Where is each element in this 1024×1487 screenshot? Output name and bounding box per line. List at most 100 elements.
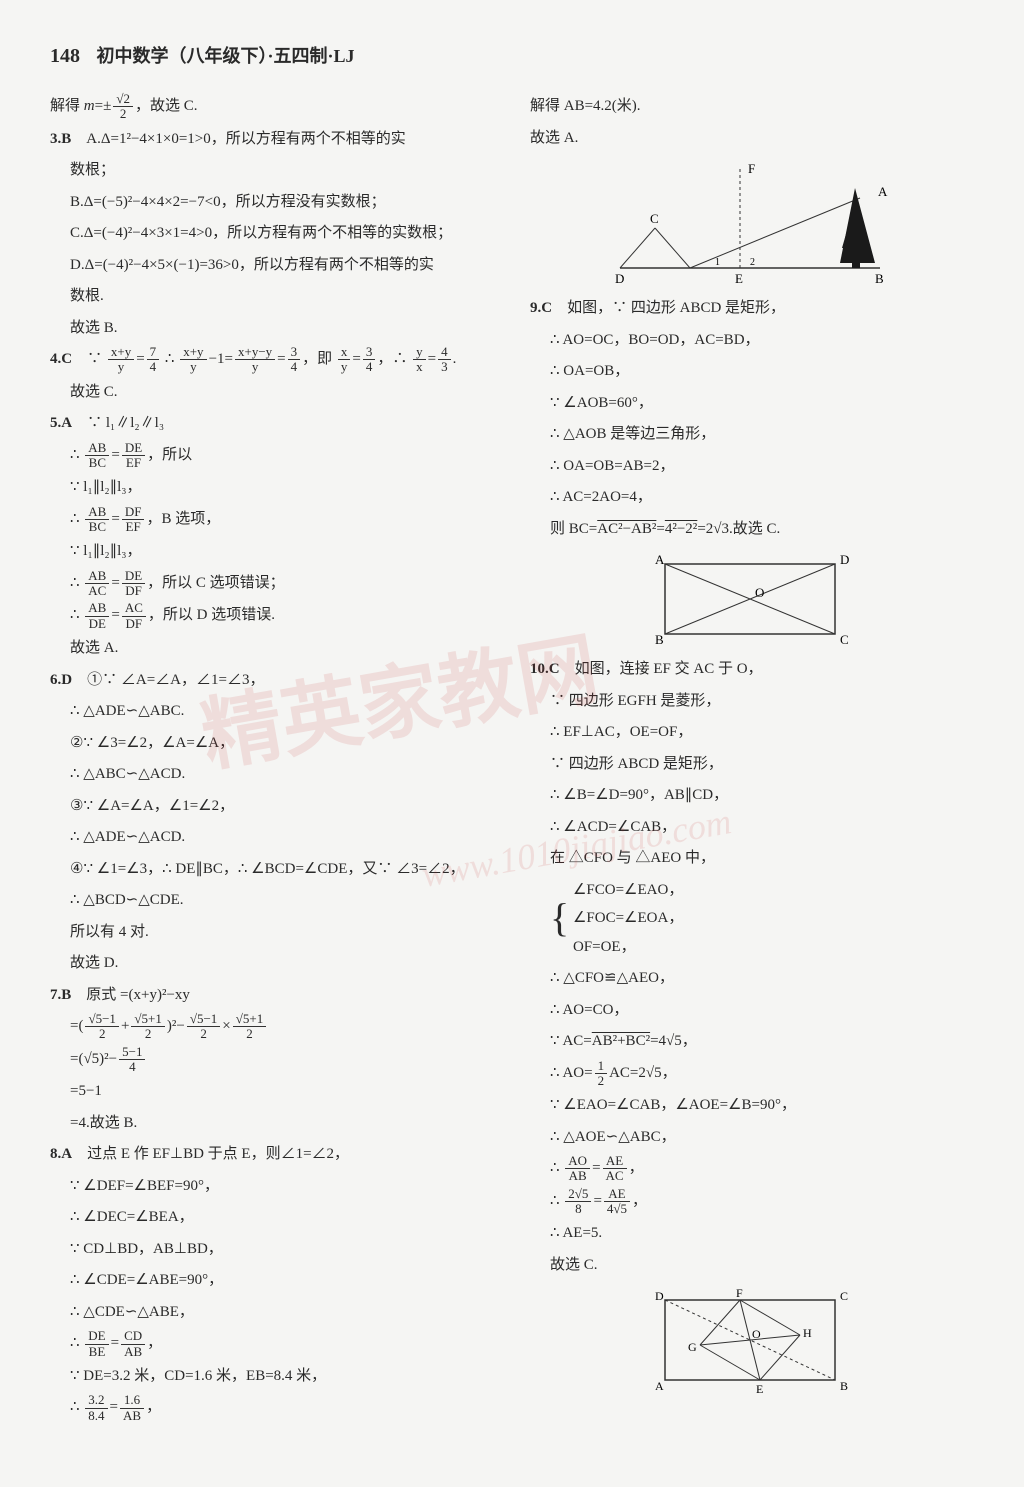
q9-l4: ∵ ∠AOB=60°， bbox=[530, 389, 970, 418]
q9-l2: ∴ AO=OC，BO=OD，AC=BD， bbox=[530, 326, 970, 355]
q5-l7: ∴ ABDE=ACDF，所以 D 选项错误. bbox=[50, 601, 510, 631]
svg-text:O: O bbox=[755, 585, 764, 600]
svg-text:A: A bbox=[655, 552, 665, 567]
q9-l3: ∴ OA=OB， bbox=[530, 357, 970, 386]
q3-c: C.Δ=(−4)²−4×3×1=4>0，所以方程有两个不相等的实数根； bbox=[50, 219, 510, 248]
q6-l8: ∴ △BCD∽△CDE. bbox=[50, 886, 510, 915]
svg-text:E: E bbox=[735, 271, 743, 286]
q3-d2: 数根. bbox=[50, 282, 510, 311]
q7-l4: =5−1 bbox=[50, 1077, 510, 1106]
q10-brace: { ∠FCO=∠EAO， ∠FOC=∠EOA， OF=OE， bbox=[530, 876, 970, 962]
q10-l12: ∴ AO=12AC=2√5， bbox=[530, 1059, 970, 1089]
svg-text:E: E bbox=[756, 1382, 763, 1395]
q10-l5: ∴ ∠B=∠D=90°，AB∥CD， bbox=[530, 781, 970, 810]
q10-l17: ∴ AE=5. bbox=[530, 1219, 970, 1248]
r-intro2: 故选 A. bbox=[530, 124, 970, 153]
content-columns: 解得 m=±√22，故选 C. 3.B A.Δ=1²−4×1×0=1>0，所以方… bbox=[50, 92, 974, 1426]
q10-l9: ∴ △CFO≌△AEO， bbox=[530, 964, 970, 993]
figure-3: D F C G O H A E B bbox=[530, 1285, 970, 1395]
svg-text:C: C bbox=[840, 1289, 848, 1303]
q10-l16: ∴ 2√58=AE4√5， bbox=[530, 1187, 970, 1217]
q5-end: 故选 A. bbox=[50, 634, 510, 663]
q6-l2: ∴ △ADE∽△ABC. bbox=[50, 697, 510, 726]
q8-l2: ∵ ∠DEF=∠BEF=90°， bbox=[50, 1172, 510, 1201]
left-column: 解得 m=±√22，故选 C. 3.B A.Δ=1²−4×1×0=1>0，所以方… bbox=[50, 92, 510, 1426]
q5-l2: ∴ ABBC=DEEF，所以 bbox=[50, 441, 510, 471]
q6-l4: ∴ △ABC∽△ACD. bbox=[50, 760, 510, 789]
q4-end: 故选 C. bbox=[50, 378, 510, 407]
q10-l4: ∵ 四边形 ABCD 是矩形， bbox=[530, 750, 970, 779]
svg-text:2: 2 bbox=[750, 257, 755, 268]
figure-2: A D B C O bbox=[530, 549, 970, 649]
q8-l9: ∴ 3.28.4=1.6AB， bbox=[50, 1393, 510, 1423]
q8-l3: ∴ ∠DEC=∠BEA， bbox=[50, 1203, 510, 1232]
figure1-svg: C D F E A B 1 2 bbox=[600, 158, 900, 288]
svg-text:G: G bbox=[688, 1340, 697, 1354]
page-header: 148 初中数学（八年级下）·五四制·LJ bbox=[50, 40, 974, 72]
q8-l4: ∵ CD⊥BD，AB⊥BD， bbox=[50, 1235, 510, 1264]
r-intro1: 解得 AB=4.2(米). bbox=[530, 92, 970, 121]
q5-header: 5.A ∵ l₁∥l₂∥l₃ bbox=[50, 409, 510, 438]
svg-text:D: D bbox=[615, 271, 624, 286]
q10-l10: ∴ AO=CO， bbox=[530, 996, 970, 1025]
svg-text:D: D bbox=[655, 1289, 664, 1303]
figure3-svg: D F C G O H A E B bbox=[640, 1285, 860, 1395]
q3-d: D.Δ=(−4)²−4×5×(−1)=36>0，所以方程有两个不相等的实 bbox=[50, 251, 510, 280]
q8-l8: ∵ DE=3.2 米，CD=1.6 米，EB=8.4 米， bbox=[50, 1362, 510, 1391]
q3-b: B.Δ=(−5)²−4×4×2=−7<0，所以方程没有实数根； bbox=[50, 188, 510, 217]
q10-l11: ∵ AC=AB²+BC²=4√5， bbox=[530, 1027, 970, 1056]
q8-l6: ∴ △CDE∽△ABE， bbox=[50, 1298, 510, 1327]
q9-header: 9.C 如图，∵ 四边形 ABCD 是矩形， bbox=[530, 294, 970, 323]
q9-l7: ∴ AC=2AO=4， bbox=[530, 483, 970, 512]
q9-l5: ∴ △AOB 是等边三角形， bbox=[530, 420, 970, 449]
q5-l6: ∴ ABAC=DEDF，所以 C 选项错误； bbox=[50, 569, 510, 599]
svg-text:C: C bbox=[650, 211, 659, 226]
svg-text:A: A bbox=[655, 1379, 664, 1393]
right-column: 解得 AB=4.2(米). 故选 A. C D F E A B 1 2 bbox=[530, 92, 970, 1426]
svg-text:D: D bbox=[840, 552, 849, 567]
q10-header: 10.C 如图，连接 EF 交 AC 于 O， bbox=[530, 655, 970, 684]
svg-text:B: B bbox=[875, 271, 884, 286]
q5-l5: ∵ l₁∥l₂∥l₃， bbox=[50, 537, 510, 566]
q6-l5: ③∵ ∠A=∠A，∠1=∠2， bbox=[50, 792, 510, 821]
q10-l14: ∴ △AOE∽△ABC， bbox=[530, 1123, 970, 1152]
q8-header: 8.A 过点 E 作 EF⊥BD 于点 E，则∠1=∠2， bbox=[50, 1140, 510, 1169]
q10-l7: 在 △CFO 与 △AEO 中， bbox=[530, 844, 970, 873]
q7-header: 7.B 原式 =(x+y)²−xy bbox=[50, 981, 510, 1010]
q3-a2: 数根； bbox=[50, 156, 510, 185]
q9-l6: ∴ OA=OB=AB=2， bbox=[530, 452, 970, 481]
q7-l5: =4.故选 B. bbox=[50, 1109, 510, 1138]
q10-l13: ∵ ∠EAO=∠CAB，∠AOE=∠B=90°， bbox=[530, 1091, 970, 1120]
q8-l7: ∴ DEBE=CDAB， bbox=[50, 1329, 510, 1359]
q6-header: 6.D ①∵ ∠A=∠A，∠1=∠3， bbox=[50, 666, 510, 695]
q10-l3: ∴ EF⊥AC，OE=OF， bbox=[530, 718, 970, 747]
q3-end: 故选 B. bbox=[50, 314, 510, 343]
page-number: 148 bbox=[50, 45, 80, 67]
svg-text:H: H bbox=[803, 1326, 812, 1340]
q9-l8: 则 BC=AC²−AB²=4²−2²=2√3.故选 C. bbox=[530, 515, 970, 544]
q7-l2: =(√5−12+√5+12)²−√5−12×√5+12 bbox=[50, 1012, 510, 1042]
q6-l6: ∴ △ADE∽△ACD. bbox=[50, 823, 510, 852]
svg-text:O: O bbox=[752, 1327, 761, 1341]
q4-header: 4.C ∵ x+yy=74 ∴ x+yy−1=x+y−yy=34，即 xy=34… bbox=[50, 345, 510, 375]
q6-l7: ④∵ ∠1=∠3，∴ DE∥BC，∴ ∠BCD=∠CDE，又∵ ∠3=∠2， bbox=[50, 855, 510, 884]
q7-l3: =(√5)²−5−14 bbox=[50, 1045, 510, 1075]
q6-l3: ②∵ ∠3=∠2，∠A=∠A， bbox=[50, 729, 510, 758]
q3-header: 3.B A.Δ=1²−4×1×0=1>0，所以方程有两个不相等的实 bbox=[50, 125, 510, 154]
svg-text:B: B bbox=[655, 632, 664, 647]
q6-end: 故选 D. bbox=[50, 949, 510, 978]
q5-l4: ∴ ABBC=DFEF，B 选项， bbox=[50, 505, 510, 535]
figure-1: C D F E A B 1 2 bbox=[530, 158, 970, 288]
svg-text:B: B bbox=[840, 1379, 848, 1393]
intro-line: 解得 m=±√22，故选 C. bbox=[50, 92, 510, 122]
svg-text:F: F bbox=[736, 1286, 743, 1300]
q10-l15: ∴ AOAB=AEAC， bbox=[530, 1154, 970, 1184]
svg-text:A: A bbox=[878, 184, 888, 199]
page-title: 初中数学（八年级下）·五四制·LJ bbox=[97, 46, 355, 66]
q10-l2: ∵ 四边形 EGFH 是菱形， bbox=[530, 687, 970, 716]
q10-l6: ∴ ∠ACD=∠CAB， bbox=[530, 813, 970, 842]
q6-l9: 所以有 4 对. bbox=[50, 918, 510, 947]
svg-text:F: F bbox=[748, 161, 755, 176]
figure2-svg: A D B C O bbox=[640, 549, 860, 649]
svg-text:1: 1 bbox=[715, 257, 720, 268]
